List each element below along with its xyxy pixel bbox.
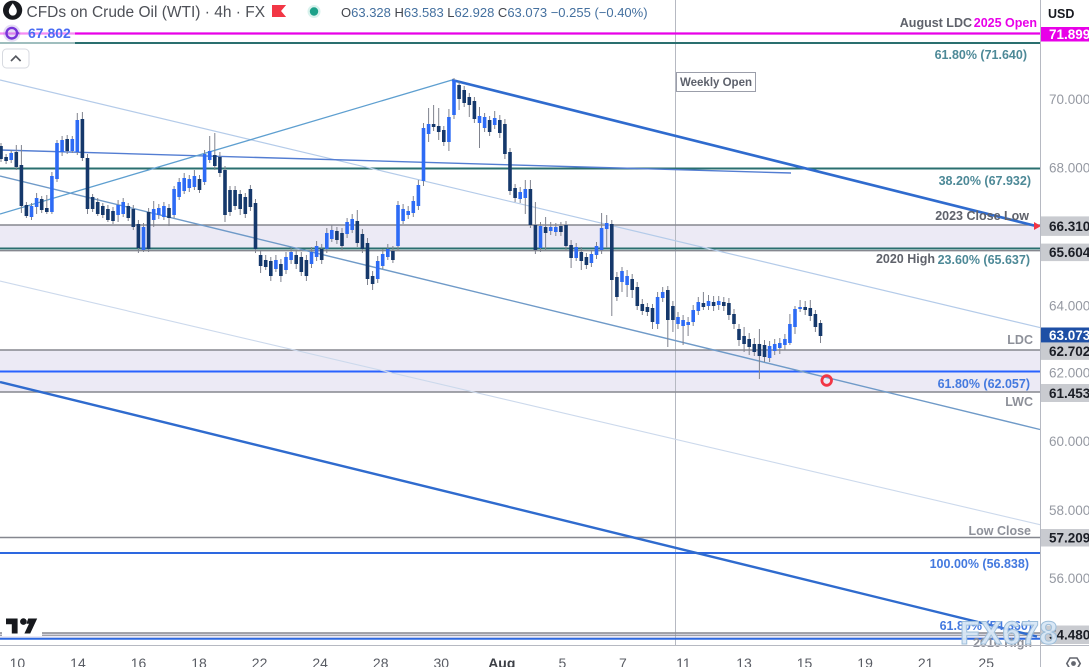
svg-text:August LDC: August LDC <box>900 16 972 30</box>
svg-text:61.80% (62.057): 61.80% (62.057) <box>938 377 1030 391</box>
svg-text:100.00% (56.838): 100.00% (56.838) <box>930 557 1029 571</box>
svg-text:63.073: 63.073 <box>1049 328 1089 343</box>
svg-text:21: 21 <box>918 655 934 667</box>
svg-text:24: 24 <box>312 655 328 667</box>
svg-text:28: 28 <box>373 655 389 667</box>
svg-text:13: 13 <box>736 655 752 667</box>
svg-text:25: 25 <box>978 655 994 667</box>
svg-text:FX678: FX678 <box>960 615 1058 651</box>
svg-text:62.702: 62.702 <box>1049 344 1089 359</box>
svg-text:38.20% (67.932): 38.20% (67.932) <box>939 174 1031 188</box>
svg-text:Weekly Open: Weekly Open <box>680 77 752 89</box>
svg-text:14: 14 <box>70 655 86 667</box>
svg-text:USD: USD <box>1048 7 1074 21</box>
svg-text:18: 18 <box>191 655 207 667</box>
svg-text:30: 30 <box>433 655 449 667</box>
svg-text:62.000: 62.000 <box>1049 366 1089 381</box>
svg-text:60.000: 60.000 <box>1049 434 1089 449</box>
svg-text:56.000: 56.000 <box>1049 571 1089 586</box>
svg-text:2025 Open: 2025 Open <box>974 16 1037 30</box>
svg-text:LWC: LWC <box>1005 395 1033 409</box>
svg-text:2020 High: 2020 High <box>876 252 935 266</box>
svg-text:22: 22 <box>252 655 268 667</box>
svg-text:LDC: LDC <box>1007 333 1033 347</box>
svg-text:5: 5 <box>558 655 566 667</box>
svg-text:57.209: 57.209 <box>1049 531 1089 546</box>
svg-text:2023 Close Low: 2023 Close Low <box>935 209 1029 223</box>
svg-text:70.000: 70.000 <box>1049 92 1089 107</box>
svg-text:Low Close: Low Close <box>968 524 1031 538</box>
svg-text:64.000: 64.000 <box>1049 299 1089 314</box>
svg-text:15: 15 <box>797 655 813 667</box>
svg-text:19: 19 <box>857 655 873 667</box>
svg-text:67.802: 67.802 <box>28 25 71 41</box>
svg-text:66.310: 66.310 <box>1049 219 1089 234</box>
svg-text:Aug: Aug <box>488 655 515 667</box>
svg-text:61.80% (71.640): 61.80% (71.640) <box>935 48 1027 62</box>
svg-text:7: 7 <box>619 655 627 667</box>
svg-text:CFDs on Crude Oil (WTI) · 4h ·: CFDs on Crude Oil (WTI) · 4h · FX <box>27 4 266 21</box>
svg-text:O63.328 H63.583 L62.928 C63.07: O63.328 H63.583 L62.928 C63.073 −0.255 (… <box>341 5 648 20</box>
svg-text:2016 High: 2016 High <box>973 636 1032 650</box>
svg-text:23.60% (65.637): 23.60% (65.637) <box>938 253 1030 267</box>
svg-text:68.000: 68.000 <box>1049 161 1089 176</box>
svg-text:54.480: 54.480 <box>1049 628 1089 643</box>
svg-text:61.80% (54.360): 61.80% (54.360) <box>940 619 1032 633</box>
svg-text:16: 16 <box>131 655 147 667</box>
svg-text:65.604: 65.604 <box>1049 245 1089 260</box>
svg-text:11: 11 <box>676 655 691 667</box>
svg-text:58.000: 58.000 <box>1049 503 1089 518</box>
svg-text:10: 10 <box>10 655 26 667</box>
svg-text:61.453: 61.453 <box>1049 386 1089 401</box>
svg-text:71.899: 71.899 <box>1049 27 1089 42</box>
